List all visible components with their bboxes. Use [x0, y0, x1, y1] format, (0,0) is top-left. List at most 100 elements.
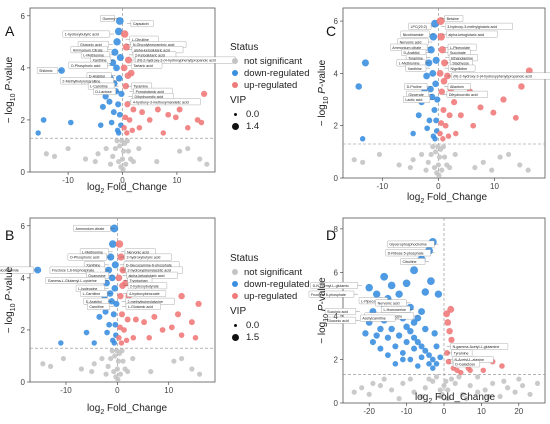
point-down [99, 103, 106, 110]
legend-label: down-regulated [244, 67, 310, 79]
legend-label: down-regulated [244, 278, 310, 290]
label-box [451, 72, 550, 80]
point-ns [435, 144, 441, 150]
panel-a: A Gummy Capsaicin 1-hydroxybutyric acid L-Ci… [4, 7, 236, 195]
metabolite-label: Ammonium citrate [392, 46, 421, 50]
point-ns [154, 158, 160, 165]
metabolite-label: Fructose 6-phosphate [311, 293, 346, 297]
point-ns [489, 167, 495, 173]
label-box [325, 308, 356, 315]
point-ns [120, 358, 126, 364]
point-down [423, 72, 430, 80]
point-up [129, 127, 136, 134]
point-down [377, 325, 384, 333]
point-up [480, 367, 486, 374]
legend-item-up-regulated: up-regulated [230, 290, 310, 302]
point-up [117, 324, 123, 331]
point-ns [460, 391, 466, 397]
point-up [168, 324, 175, 331]
metabolite-label: Ethanolamine [451, 56, 473, 60]
metabolite-label: alpha-ketoglutaric acid [134, 48, 170, 52]
metabolite-label: Guanosine [88, 274, 105, 278]
point-down [113, 64, 120, 72]
point-up [136, 124, 143, 131]
y-tick-label: 2 [334, 355, 339, 364]
point-up [188, 319, 195, 326]
point-ns [475, 389, 481, 395]
metabolite-label: 2-Ketoglutaric acid [135, 53, 165, 57]
point-ns [445, 396, 451, 402]
point-ns [60, 355, 67, 362]
point-ns [65, 145, 71, 152]
x-tick-label: 10 [172, 176, 181, 185]
point-up [119, 282, 126, 290]
y-tick-label: 2 [21, 326, 26, 335]
metabolite-label: N-Glycolylneuraminic acid [133, 43, 175, 47]
panel-label: D [326, 227, 336, 243]
point-down [414, 338, 421, 346]
metabolite-label: Tyramine [454, 352, 469, 356]
point-ns [431, 164, 438, 171]
point-up [436, 69, 444, 77]
point-down [410, 130, 416, 137]
metabolite-label: Fructose 1,6-bisphosphate [52, 269, 95, 273]
y-tick-label: 6 [21, 12, 26, 21]
point-down [437, 354, 444, 361]
point-down [384, 334, 392, 341]
legend-label: up-regulated [244, 290, 298, 302]
point-ns [40, 361, 46, 367]
point-up [525, 67, 533, 75]
point-down [111, 48, 119, 56]
point-up [442, 122, 449, 129]
point-up [200, 90, 208, 98]
metabolite-label: 2-Methylbutyrylcarnitine [62, 79, 100, 83]
point-up [437, 32, 445, 41]
point-down [434, 96, 441, 103]
legend-item-up-regulated: up-regulated [230, 79, 310, 91]
point-down [83, 329, 90, 336]
point-down [361, 59, 369, 67]
legend-vip-item: 1.5 [230, 331, 310, 343]
point-down [410, 266, 419, 275]
metabolite-label: Nigellidine [451, 67, 468, 71]
metabolite-label: Tryptophan [130, 279, 148, 283]
x-tick-label: 0 [442, 407, 447, 416]
y-tick-label: 8 [334, 225, 339, 234]
point-ns [177, 148, 183, 154]
label-box [0, 266, 34, 274]
label-box [447, 83, 471, 90]
label-box [67, 253, 107, 261]
metabolite-label: Succinate [450, 51, 466, 55]
y-tick-label: 4 [21, 274, 26, 283]
legend-swatch [232, 281, 238, 287]
y-axis-label: − log10 P-value [317, 59, 330, 126]
point-ns [407, 376, 413, 382]
point-down [432, 80, 439, 88]
point-ns [504, 385, 511, 391]
x-axis-label: log2 Fold_Change [87, 403, 168, 416]
point-up [438, 120, 445, 126]
label-box [445, 22, 513, 30]
y-axis-label: − log10 P-value [4, 56, 17, 123]
point-down [362, 330, 369, 337]
x-tick-label: 0 [120, 176, 125, 185]
point-down [392, 361, 399, 367]
metabolite-label: Gluconic acid [80, 43, 102, 47]
point-down [106, 321, 113, 328]
point-up [490, 109, 497, 116]
metabolite-label: Nervonic acid [378, 301, 400, 305]
point-ns [103, 371, 109, 377]
point-down [67, 119, 74, 126]
point-ns [115, 358, 121, 364]
point-ns [425, 159, 431, 165]
point-down [40, 117, 47, 123]
metabolite-label: D-Proline [407, 85, 422, 89]
metabolite-label: Capsaicin [133, 22, 149, 26]
metabolite-label: D-Ribose 5-phosphate [388, 251, 424, 255]
point-up [477, 104, 484, 111]
metabolite-label: Ammonium Citrate [73, 48, 103, 52]
point-down [118, 90, 125, 98]
point-ns [360, 159, 366, 165]
point-ns [445, 387, 451, 393]
